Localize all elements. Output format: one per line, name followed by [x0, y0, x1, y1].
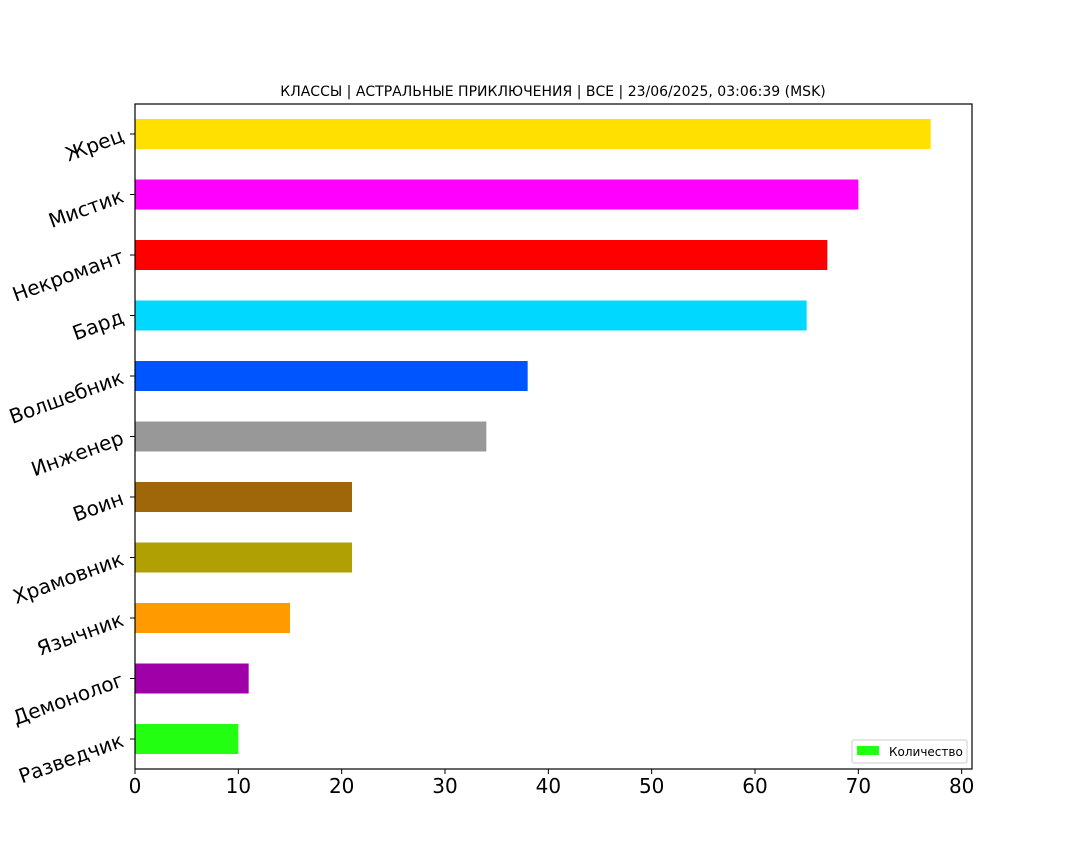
x-tick-label: 70	[846, 774, 871, 798]
bar	[135, 542, 352, 573]
y-tick-label: Бард	[69, 305, 127, 346]
legend-box	[851, 739, 968, 764]
bar	[135, 421, 487, 452]
legend-swatch	[857, 746, 879, 755]
chart-title: КЛАССЫ | АСТРАЛЬНЫЕ ПРИКЛЮЧЕНИЯ | ВСЕ | …	[280, 84, 825, 100]
x-tick-label: 30	[432, 774, 457, 798]
plot-frame	[134, 103, 973, 770]
x-tick-label: 10	[226, 774, 251, 798]
y-tick-label: Жрец	[62, 123, 127, 166]
bar	[135, 179, 859, 210]
y-tick-label: Разведчик	[15, 728, 126, 788]
x-tick-label: 20	[329, 774, 354, 798]
x-tick-label: 60	[742, 774, 767, 798]
y-tick-label: Демонолог	[9, 668, 126, 730]
x-tick-label: 50	[639, 774, 664, 798]
bar	[135, 300, 807, 331]
bar	[135, 240, 828, 270]
bar	[135, 361, 528, 391]
legend: Количество	[851, 739, 968, 764]
y-tick-label: Мистик	[45, 184, 126, 233]
x-tick-label: 40	[536, 774, 561, 798]
y-tick-label: Храмовник	[10, 547, 127, 609]
bar	[135, 663, 249, 694]
bar	[135, 603, 290, 633]
y-tick-label: Волшебник	[6, 365, 127, 429]
x-tick-label: 0	[129, 774, 142, 798]
y-tick-label: Язычник	[34, 607, 127, 660]
y-tick-label: Инженер	[28, 426, 127, 482]
y-tick-label: Воин	[70, 486, 127, 526]
x-tick-label: 80	[949, 774, 974, 798]
bar	[135, 724, 239, 754]
y-tick-label: Некромант	[9, 244, 127, 306]
legend-label: Количество	[889, 745, 963, 759]
bar	[135, 119, 931, 149]
bar	[135, 482, 352, 512]
